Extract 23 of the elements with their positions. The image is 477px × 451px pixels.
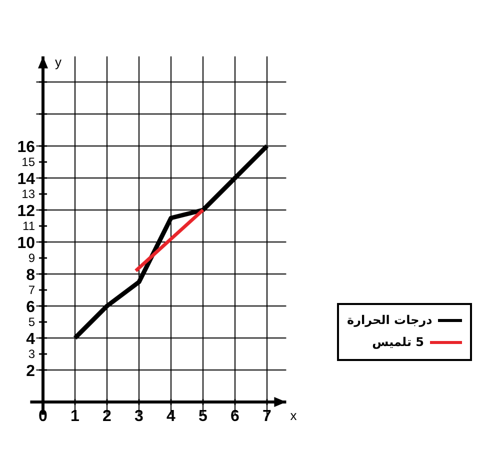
y-tick-label: 11 [22,219,36,233]
y-tick-label: 16 [17,139,36,156]
legend-label: درجات الحرارة [347,313,432,327]
y-tick-label: 6 [26,299,36,316]
x-tick-label: 6 [230,408,240,425]
y-tick-label: 4 [26,331,36,348]
y-tick-label: 8 [26,267,36,284]
x-tick-label: 5 [198,408,208,425]
x-tick-label: 2 [102,408,112,425]
y-tick-label: 7 [28,283,36,297]
x-axis-title: x [290,408,298,423]
y-tick-label: 9 [28,251,36,265]
y-axis-title: y [55,54,62,70]
y-tick-label: 3 [28,347,36,361]
y-tick-label: 12 [17,203,36,220]
y-tick-label: 2 [26,363,36,380]
y-tick-label: 15 [22,155,36,169]
y-tick-label: 10 [17,235,36,252]
x-tick-label: 3 [134,408,144,425]
y-tick-label: 5 [28,315,36,329]
y-tick-label: 14 [17,171,36,188]
legend-label: 5 تلميس [372,335,424,349]
y-tick-label: 13 [22,187,36,201]
